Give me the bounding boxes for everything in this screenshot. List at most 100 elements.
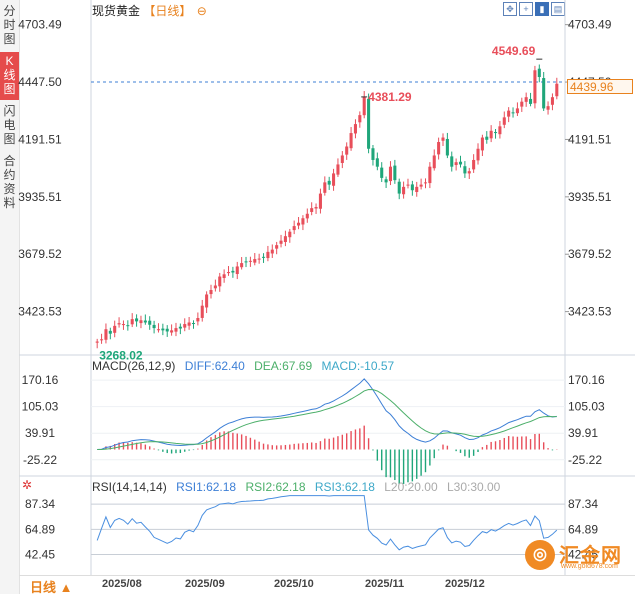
macd-dea-line bbox=[97, 388, 557, 450]
candle-body bbox=[546, 106, 550, 110]
candle-body bbox=[279, 240, 283, 244]
candle-body bbox=[542, 78, 546, 109]
rsi-tick-left: 87.34 bbox=[25, 497, 55, 511]
macd-tick-left: 105.03 bbox=[22, 400, 59, 414]
candle-body bbox=[428, 166, 432, 184]
macd-diff-value: DIFF:62.40 bbox=[184, 359, 245, 373]
candle-toggle-icon[interactable]: ▮ bbox=[535, 2, 549, 16]
candle-body bbox=[480, 137, 484, 151]
candle-body bbox=[292, 226, 296, 231]
price-tick-right: 4703.49 bbox=[568, 18, 612, 32]
chart-title: 现货黄金 【日线】 ⊖ bbox=[92, 2, 207, 19]
candle-body bbox=[384, 179, 388, 183]
period-label[interactable]: 【日线】 bbox=[143, 4, 192, 18]
candle-body bbox=[226, 272, 231, 274]
rsi-l20: L20:20.00 bbox=[384, 480, 438, 494]
x-tick: 2025/12 bbox=[445, 578, 485, 590]
candle-body bbox=[275, 245, 279, 249]
macd-tick-right: 39.91 bbox=[568, 426, 598, 440]
candle-body bbox=[135, 318, 139, 322]
candle-body bbox=[441, 137, 445, 141]
candle-body bbox=[533, 70, 537, 104]
price-tick-left: 3679.52 bbox=[18, 247, 62, 261]
candle-body bbox=[524, 97, 528, 102]
candle-body bbox=[266, 251, 270, 259]
candle-body bbox=[244, 261, 248, 263]
candle-body bbox=[310, 208, 314, 212]
instrument-name: 现货黄金 bbox=[92, 4, 141, 18]
candle-body bbox=[235, 266, 239, 275]
tab-kline[interactable]: K线图 bbox=[0, 52, 19, 100]
candle-body bbox=[288, 231, 292, 238]
candle-body bbox=[187, 322, 191, 326]
candle-body bbox=[406, 184, 410, 186]
collapse-icon[interactable]: ⊖ bbox=[196, 4, 207, 18]
x-tick: 2025/11 bbox=[365, 578, 405, 590]
candle-body bbox=[502, 117, 506, 125]
candle-body bbox=[327, 180, 331, 185]
tab-timeshare[interactable]: 分时图 bbox=[0, 2, 19, 50]
period-select-button[interactable]: 日线 ▲ bbox=[30, 580, 73, 595]
rsi1-value: RSI1:62.18 bbox=[176, 480, 237, 494]
macd-tick-right: 170.16 bbox=[568, 373, 605, 387]
candle-body bbox=[218, 276, 222, 287]
logo-text: 汇金网 bbox=[559, 545, 622, 567]
low-label: 3268.02 bbox=[99, 348, 143, 362]
high-label: 4549.69 bbox=[492, 44, 536, 58]
x-tick: 2025/09 bbox=[185, 578, 225, 590]
candle-body bbox=[174, 328, 178, 332]
candle-body bbox=[485, 136, 489, 140]
candle-body bbox=[367, 98, 371, 149]
candle-body bbox=[113, 325, 117, 333]
candle-body bbox=[458, 161, 463, 165]
macd-tick-left: -25.22 bbox=[23, 453, 57, 467]
candle-body bbox=[305, 213, 309, 219]
candle-body bbox=[297, 222, 301, 226]
price-tick-left: 4191.51 bbox=[18, 132, 62, 146]
rsi-tick-right: 87.34 bbox=[568, 497, 598, 511]
candle-body bbox=[240, 263, 244, 268]
candle-body bbox=[450, 156, 454, 167]
candle-body bbox=[463, 166, 467, 174]
candle-body bbox=[515, 108, 519, 114]
candle-body bbox=[415, 186, 419, 193]
tab-lightning[interactable]: 闪电图 bbox=[0, 102, 19, 150]
macd-legend: MACD(26,12,9) DIFF:62.40 DEA:67.69 MACD:… bbox=[92, 359, 400, 373]
candle-body bbox=[270, 249, 274, 254]
move-icon[interactable]: ✥ bbox=[503, 2, 517, 16]
candle-body bbox=[139, 320, 143, 324]
candle-body bbox=[152, 324, 156, 329]
candle-body bbox=[520, 101, 524, 107]
candle-body bbox=[432, 155, 436, 169]
candle-body bbox=[397, 181, 401, 194]
candle-body bbox=[314, 207, 318, 209]
candle-body bbox=[301, 218, 305, 225]
crosshair-icon[interactable]: + bbox=[519, 2, 533, 16]
settings-icon[interactable]: ✲ bbox=[22, 478, 33, 492]
candle-body bbox=[358, 115, 362, 123]
candle-body bbox=[340, 155, 344, 163]
candle-body bbox=[191, 323, 196, 325]
candle-body bbox=[393, 165, 397, 181]
tab-contract-info[interactable]: 合约资料 bbox=[0, 152, 19, 214]
candle-body bbox=[375, 158, 379, 167]
tab-label: 分时图 bbox=[3, 4, 16, 46]
candle-body bbox=[423, 182, 428, 184]
candle-body bbox=[555, 83, 559, 97]
rsi-tick-right: 42.45 bbox=[568, 547, 598, 561]
candle-body bbox=[205, 294, 209, 308]
candle-body bbox=[121, 324, 125, 326]
candle-body bbox=[213, 285, 217, 289]
candle-body bbox=[253, 259, 257, 263]
price-tick-left: 3423.53 bbox=[18, 305, 62, 319]
logo-url: www.gold678.com bbox=[561, 563, 618, 570]
price-tick-right: 4191.51 bbox=[568, 132, 612, 146]
candle-body bbox=[454, 162, 458, 166]
rsi-l30: L30:30.00 bbox=[446, 480, 501, 494]
candle-body bbox=[507, 110, 511, 117]
macd-dea-value: DEA:67.69 bbox=[254, 359, 313, 373]
candle-body bbox=[472, 159, 476, 170]
macd-diff-line bbox=[97, 378, 557, 450]
candle-body bbox=[380, 167, 384, 178]
